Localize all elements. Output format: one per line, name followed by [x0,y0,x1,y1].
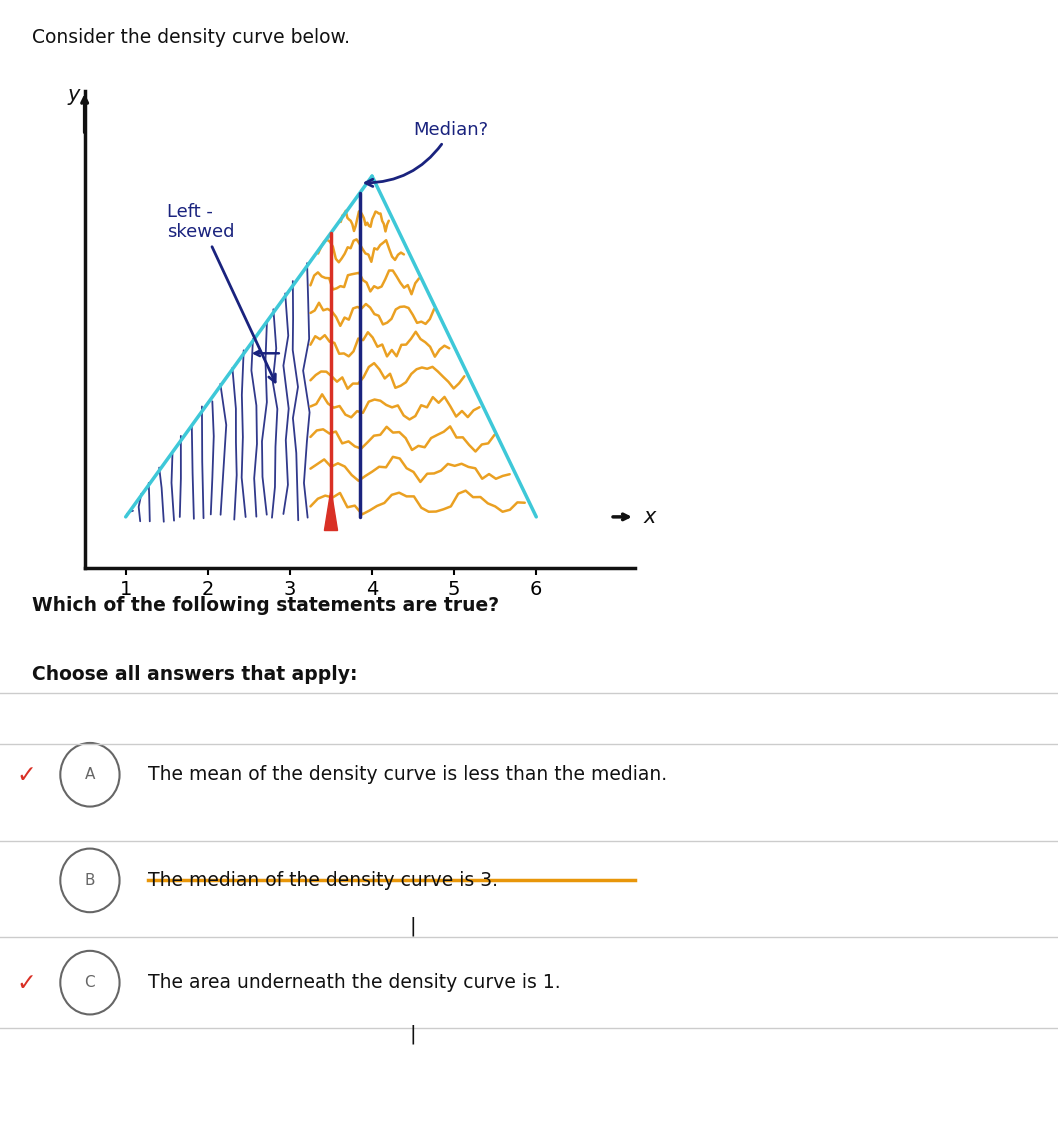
Text: $y$: $y$ [68,87,83,107]
Text: B: B [85,872,95,888]
Text: |: | [409,916,416,936]
Text: The area underneath the density curve is 1.: The area underneath the density curve is… [148,974,561,992]
Text: Choose all answers that apply:: Choose all answers that apply: [32,665,358,684]
Text: A: A [85,767,95,783]
Text: $x$: $x$ [643,507,658,527]
Polygon shape [325,490,338,531]
Text: |: | [409,1024,416,1044]
Text: ✓: ✓ [17,762,36,787]
Text: Left -
skewed: Left - skewed [167,202,275,382]
Text: Which of the following statements are true?: Which of the following statements are tr… [32,596,499,616]
Text: The median of the density curve is 3.: The median of the density curve is 3. [148,871,498,889]
Text: Median?: Median? [366,122,488,186]
Text: ✓: ✓ [17,970,36,995]
Text: The mean of the density curve is less than the median.: The mean of the density curve is less th… [148,766,668,784]
Text: Consider the density curve below.: Consider the density curve below. [32,28,350,48]
Text: C: C [85,975,95,991]
